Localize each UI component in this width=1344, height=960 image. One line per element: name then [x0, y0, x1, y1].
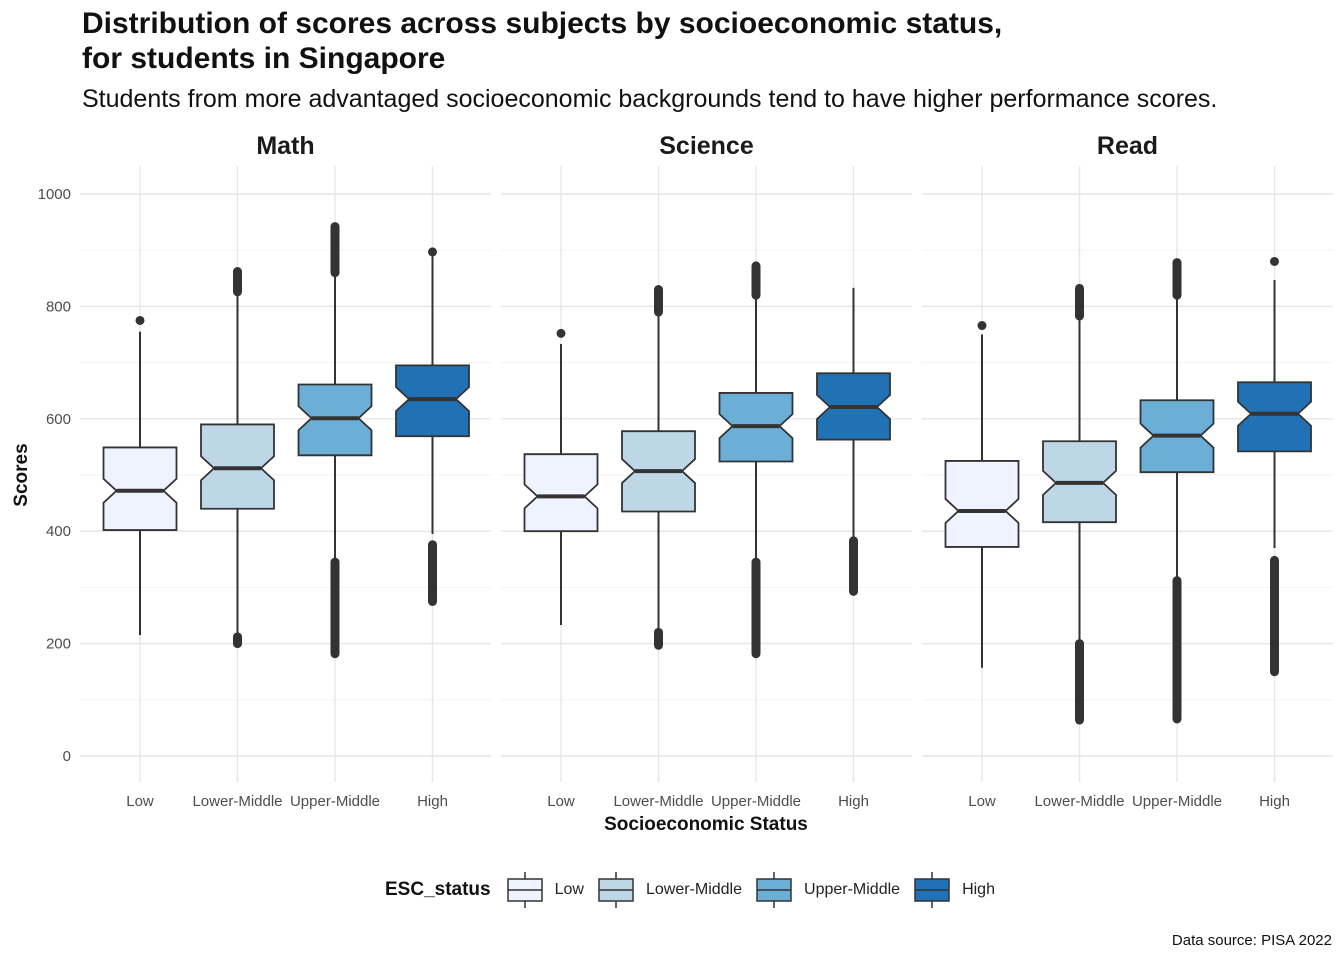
outlier-cluster — [330, 222, 340, 278]
y-tick-label: 1000 — [38, 186, 71, 203]
y-tick-label: 0 — [63, 748, 71, 765]
outlier-point — [135, 315, 145, 325]
box — [944, 460, 1020, 548]
panel-title: Math — [256, 132, 314, 160]
data-source-caption: Data source: PISA 2022 — [1171, 932, 1332, 949]
panel-title: Science — [659, 132, 754, 160]
chart-title: Distribution of scores across subjects b… — [82, 7, 1003, 75]
x-tick-label: Low — [968, 793, 996, 810]
outlier-cluster — [1270, 555, 1279, 677]
outlier-cluster — [1075, 283, 1084, 321]
outlier-cluster — [233, 632, 242, 649]
legend-item: Upper-Middle — [756, 872, 900, 908]
legend-label: Low — [554, 881, 584, 898]
legend-key — [506, 872, 543, 908]
legend: ESC_status Low Lower-Middle Upper-Middle Hi… — [385, 872, 1009, 908]
outlier-cluster — [1075, 639, 1084, 725]
legend-title: ESC_status — [385, 879, 491, 900]
y-tick-label: 400 — [46, 523, 71, 540]
outlier-cluster — [849, 536, 858, 596]
outlier-cluster — [1172, 576, 1182, 724]
x-tick-label: High — [1259, 793, 1290, 810]
x-axis-title: Socioeconomic Status — [604, 814, 808, 835]
outlier-cluster — [751, 557, 761, 659]
outlier-cluster — [428, 540, 437, 606]
outlier-point — [977, 321, 987, 331]
panel-title: Read — [1097, 132, 1158, 160]
chart-subtitle: Students from more advantaged socioecono… — [82, 85, 1218, 113]
outlier-cluster — [654, 627, 663, 650]
outlier-cluster — [233, 267, 242, 297]
x-tick-label: Upper-Middle — [1132, 793, 1222, 810]
x-tick-label: High — [417, 793, 448, 810]
x-tick-label: Low — [547, 793, 575, 810]
legend-label: High — [962, 881, 995, 898]
y-tick-label: 800 — [46, 298, 71, 315]
box — [523, 453, 599, 533]
boxplot-chart: Math 0 200 400 600 800 1000 Low Lower-Middle Uppe… — [11, 132, 1333, 835]
legend-items: Low Lower-Middle Upper-Middle High — [506, 872, 1009, 908]
x-tick-label: Low — [126, 793, 154, 810]
outlier-cluster — [751, 261, 761, 300]
legend-item: Lower-Middle — [598, 872, 742, 908]
x-tick-label: Upper-Middle — [711, 793, 801, 810]
x-tick-label: Lower-Middle — [192, 793, 282, 810]
legend-key — [598, 872, 634, 908]
legend-label: Upper-Middle — [804, 881, 901, 898]
box — [1237, 381, 1312, 453]
y-tick-label: 200 — [46, 636, 71, 653]
x-tick-label: Lower-Middle — [613, 793, 703, 810]
x-tick-label: Lower-Middle — [1034, 793, 1124, 810]
x-tick-label: Upper-Middle — [290, 793, 380, 810]
y-tick-label: 600 — [46, 411, 71, 428]
legend-key — [756, 872, 792, 908]
x-tick-label: High — [838, 793, 869, 810]
outlier-point — [428, 247, 437, 257]
outlier-cluster — [1172, 258, 1182, 300]
legend-item: Low — [506, 872, 584, 908]
outlier-cluster — [654, 285, 663, 317]
outlier-point — [1270, 256, 1279, 266]
legend-label: Lower-Middle — [645, 881, 743, 898]
outlier-cluster — [330, 557, 340, 659]
y-axis-title: Scores — [11, 443, 32, 506]
legend-item: High — [914, 872, 995, 908]
legend-key — [914, 872, 950, 908]
outlier-point — [556, 328, 566, 338]
